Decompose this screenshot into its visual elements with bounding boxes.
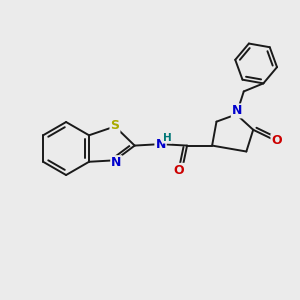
Text: S: S (110, 119, 119, 132)
Text: O: O (272, 134, 282, 148)
Text: N: N (111, 156, 122, 169)
Text: O: O (174, 164, 184, 177)
Text: N: N (155, 138, 166, 151)
Text: H: H (163, 133, 172, 143)
Text: N: N (232, 104, 242, 117)
